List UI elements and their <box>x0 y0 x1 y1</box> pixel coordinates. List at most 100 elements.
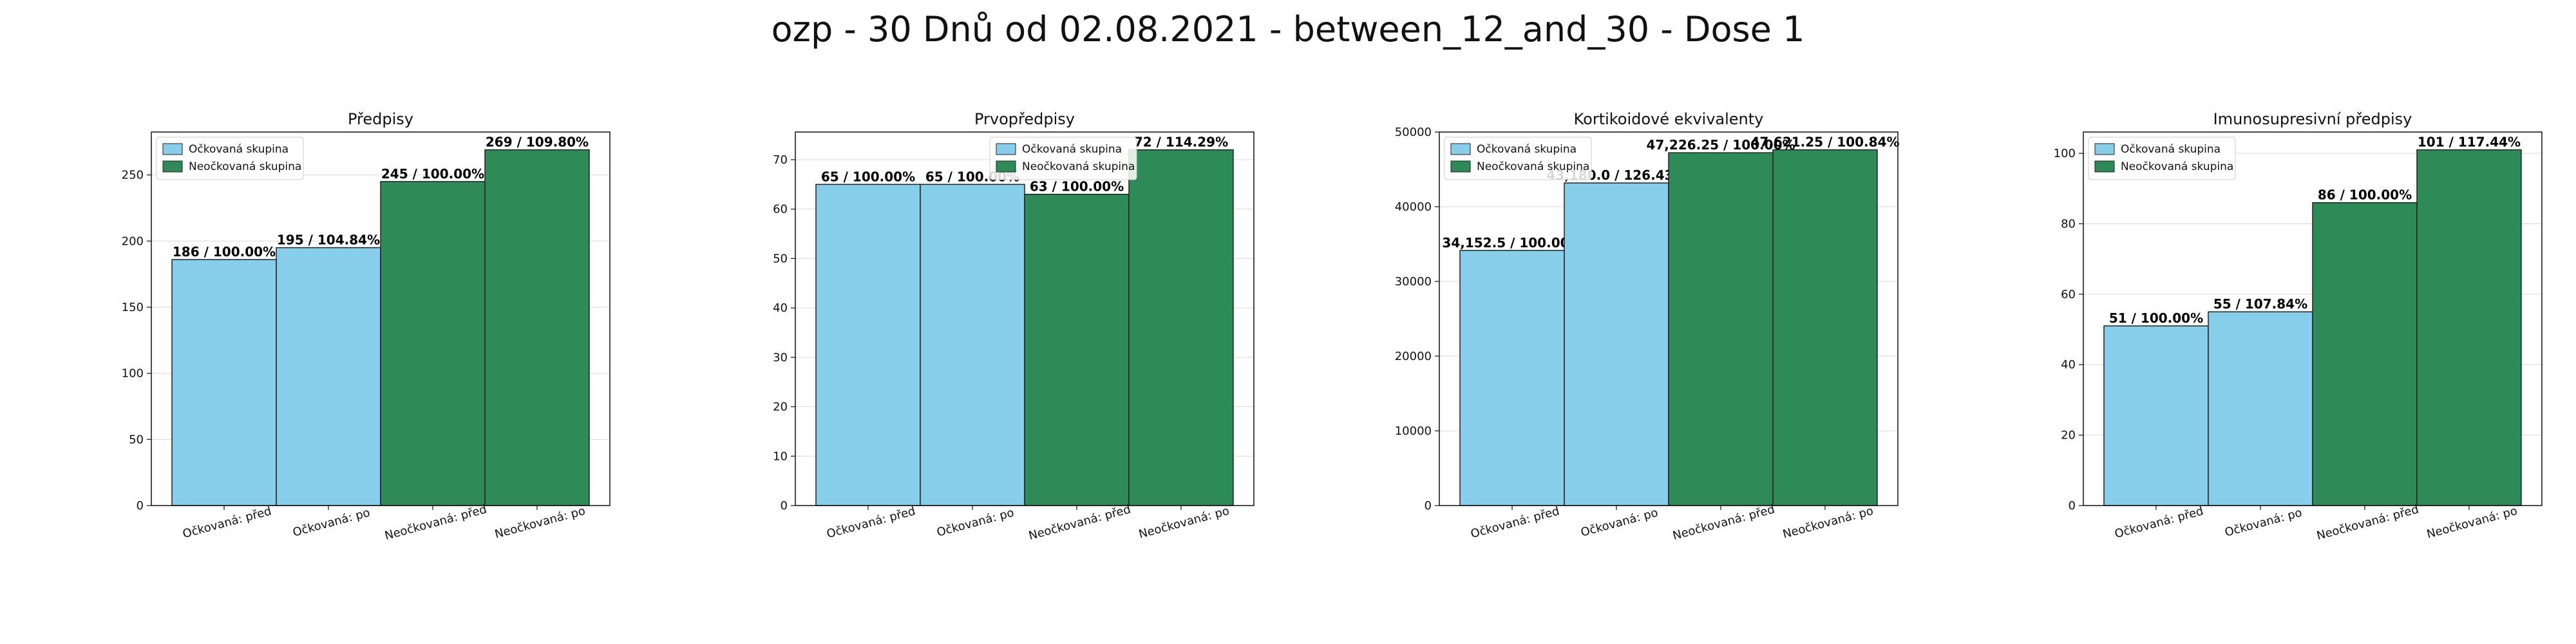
ytick-label: 250 <box>122 169 144 182</box>
bar-4 <box>2416 149 2522 506</box>
chart-title: Prvopředpisy <box>974 110 1075 128</box>
bar-2 <box>2208 311 2313 506</box>
legend-box <box>989 137 1137 180</box>
xtick-label: Očkovaná: před <box>2113 504 2204 541</box>
ytick-label: 10 <box>773 450 788 463</box>
bar-2 <box>276 247 381 506</box>
bar-2 <box>920 184 1025 506</box>
xtick-label: Očkovaná: před <box>181 504 272 541</box>
ytick-label: 20 <box>773 401 788 414</box>
ytick-label: 0 <box>1425 499 1432 513</box>
ytick-label: 0 <box>781 499 788 513</box>
bar-data-label: 65 / 100.00% <box>821 169 915 184</box>
ytick-label: 50000 <box>1395 126 1432 139</box>
xtick-label: Očkovaná: po <box>2223 506 2303 540</box>
ytick-label: 100 <box>122 367 144 381</box>
bar-data-label: 245 / 100.00% <box>381 166 484 182</box>
legend-entry: Očkovaná skupina <box>1022 143 1122 156</box>
xtick-label: Neočkovaná: po <box>1137 504 1231 542</box>
bar-1 <box>815 184 921 506</box>
bar-data-label: 269 / 109.80% <box>486 135 589 150</box>
legend-swatch <box>162 160 183 173</box>
bar-3 <box>2312 202 2418 506</box>
ytick-label: 200 <box>122 234 144 248</box>
ytick-label: 0 <box>137 499 144 513</box>
legend: Očkovaná skupina Neočkovaná skupina <box>1444 137 1592 180</box>
chart-kortikoidove-ekvivalenty: Kortikoidové ekvivalenty 34,152.5 / 100.0… <box>1314 97 1958 586</box>
legend-box <box>1444 137 1592 180</box>
bar-4 <box>484 149 590 506</box>
chart-imunosupresivni-predpisy: Imunosupresivní předpisy 51 / 100.00% Očko… <box>1958 97 2576 586</box>
axes-frame <box>1439 131 1899 506</box>
chart-predpisy: Předpisy 186 / 100.00% Očkovaná: před 195 /… <box>26 97 670 586</box>
legend-swatch <box>996 143 1016 155</box>
ytick-label: 100 <box>2054 147 2076 160</box>
xtick-label: Očkovaná: po <box>291 506 371 540</box>
legend-swatch <box>1450 143 1471 155</box>
legend: Očkovaná skupina Neočkovaná skupina <box>989 137 1137 180</box>
ytick-label: 30 <box>773 351 788 365</box>
xtick-label: Neočkovaná: po <box>493 504 587 542</box>
ytick-label: 40 <box>773 301 788 315</box>
xtick-label: Neočkovaná: po <box>2425 504 2519 542</box>
chart-svg: Imunosupresivní předpisy 51 / 100.00% Očko… <box>2054 110 2543 543</box>
bar-2 <box>1564 182 1669 506</box>
bar-data-label: 47,621.25 / 100.84% <box>1750 135 1899 150</box>
legend-swatch <box>996 160 1016 173</box>
bar-4 <box>1772 149 1878 506</box>
ytick-label: 40000 <box>1395 200 1432 214</box>
ytick-label: 70 <box>773 153 788 167</box>
ytick-label: 30000 <box>1395 275 1432 289</box>
ytick-label: 150 <box>122 301 144 314</box>
bar-data-label: 86 / 100.00% <box>2318 187 2412 203</box>
figure-suptitle: ozp - 30 Dnů od 02.08.2021 - between_12_… <box>771 9 1805 50</box>
legend-entry: Očkovaná skupina <box>189 143 289 156</box>
legend-entry: Neočkovaná skupina <box>1022 160 1135 173</box>
legend-entry: Neočkovaná skupina <box>1477 160 1589 173</box>
bar-data-label: 195 / 104.84% <box>277 232 380 248</box>
xtick-label: Očkovaná: před <box>825 504 916 541</box>
xtick-label: Neočkovaná: před <box>383 502 488 542</box>
ytick-label: 50 <box>129 433 144 446</box>
ytick-label: 20000 <box>1395 350 1432 363</box>
bar-3 <box>1024 193 1130 506</box>
legend-swatch <box>2094 143 2115 155</box>
legend-entry: Očkovaná skupina <box>2121 143 2221 156</box>
bar-data-label: 51 / 100.00% <box>2109 310 2203 326</box>
axes-frame <box>151 131 611 506</box>
bar-3 <box>1668 152 1774 506</box>
legend-entry: Očkovaná skupina <box>1477 143 1577 156</box>
ytick-label: 50 <box>773 252 788 265</box>
legend-swatch <box>2094 160 2115 173</box>
legend-swatch <box>162 143 183 155</box>
bar-1 <box>1459 250 1565 506</box>
chart-title: Předpisy <box>348 110 413 128</box>
ytick-label: 80 <box>2061 217 2076 231</box>
bar-data-label: 72 / 114.29% <box>1134 135 1228 150</box>
chart-title: Imunosupresivní předpisy <box>2213 110 2412 128</box>
xtick-label: Neočkovaná: před <box>1027 502 1132 542</box>
chart-title: Kortikoidové ekvivalenty <box>1574 110 1764 128</box>
legend: Očkovaná skupina Neočkovaná skupina <box>2088 137 2236 180</box>
legend-swatch <box>1450 160 1471 173</box>
legend-box <box>156 137 304 180</box>
bar-data-label: 34,152.5 / 100.00% <box>1442 235 1582 251</box>
xtick-label: Neočkovaná: po <box>1781 504 1875 542</box>
legend: Očkovaná skupina Neočkovaná skupina <box>156 137 304 180</box>
axes-frame <box>795 131 1255 506</box>
ytick-label: 40 <box>2061 358 2076 372</box>
bar-4 <box>1128 149 1234 506</box>
xtick-label: Očkovaná: před <box>1469 504 1560 541</box>
ytick-label: 20 <box>2061 429 2076 442</box>
legend-entry: Neočkovaná skupina <box>189 160 301 173</box>
bar-3 <box>380 181 486 506</box>
chart-prvopredpisy: Prvopředpisy 65 / 100.00% Očkovaná: před 65… <box>670 97 1314 586</box>
xtick-label: Očkovaná: po <box>1579 506 1659 540</box>
legend-entry: Neočkovaná skupina <box>2121 160 2233 173</box>
ytick-label: 0 <box>2069 499 2076 513</box>
xtick-label: Očkovaná: po <box>935 506 1015 540</box>
bar-1 <box>171 259 277 506</box>
chart-svg: Kortikoidové ekvivalenty 34,152.5 / 100.0… <box>1395 110 1900 543</box>
xtick-label: Neočkovaná: před <box>1671 502 1776 542</box>
